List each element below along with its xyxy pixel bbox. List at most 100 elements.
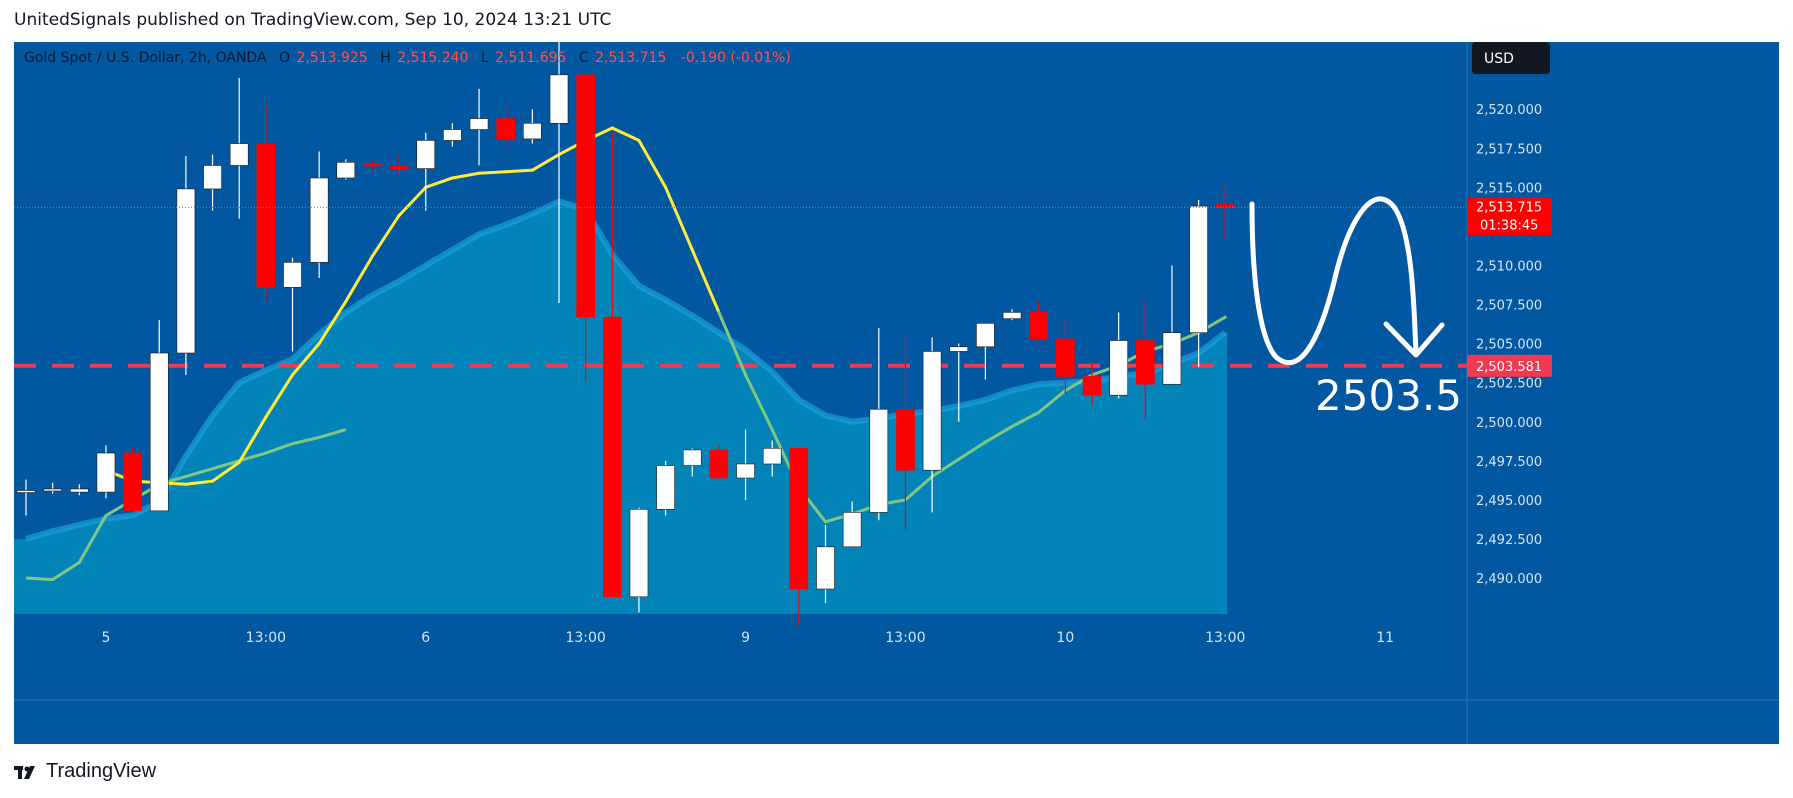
candle-body	[629, 508, 649, 598]
candle[interactable]	[283, 257, 302, 352]
candle-body	[842, 512, 862, 548]
candle[interactable]	[949, 343, 969, 422]
candle[interactable]	[336, 159, 356, 180]
candle-body	[922, 351, 942, 471]
chart-frame[interactable]: 2503.5 Gold Spot / U.S. Dollar, 2h, OAND…	[14, 27, 1779, 744]
candle[interactable]	[1002, 309, 1022, 321]
candle[interactable]	[869, 328, 889, 521]
candle[interactable]	[736, 429, 755, 500]
candle-body	[736, 463, 755, 479]
candle[interactable]	[96, 445, 116, 499]
candle[interactable]	[762, 440, 782, 477]
candle[interactable]	[789, 448, 809, 625]
candle[interactable]	[922, 337, 942, 513]
current-price-badge: 2,513.715 01:38:45	[1467, 197, 1552, 236]
x-tick-label: 11	[1376, 630, 1394, 646]
candle[interactable]	[549, 27, 569, 303]
candle[interactable]	[576, 74, 595, 382]
level-price-badge: 2,503.581	[1467, 354, 1552, 377]
ema-slow-series	[25, 428, 347, 582]
y-tick-label: 2,507.500	[1476, 299, 1542, 314]
ema-fast-segment	[264, 373, 294, 419]
candle[interactable]	[389, 154, 409, 177]
candle[interactable]	[709, 445, 729, 480]
candle[interactable]	[629, 507, 649, 613]
candle[interactable]	[1189, 199, 1208, 368]
candle[interactable]	[842, 501, 862, 548]
candle[interactable]	[602, 132, 622, 598]
projection-drawing[interactable]: 2503.5	[1249, 196, 1462, 420]
candle[interactable]	[123, 448, 142, 512]
candle[interactable]	[1109, 312, 1128, 399]
y-tick-label: 2,517.500	[1476, 142, 1542, 157]
candle-body	[1056, 338, 1075, 377]
candle[interactable]	[1162, 265, 1182, 385]
candle-body	[762, 448, 782, 465]
candle[interactable]	[1056, 320, 1075, 394]
candle-body	[149, 352, 169, 512]
candle[interactable]	[656, 460, 675, 516]
candles[interactable]	[16, 27, 1235, 625]
candle-body	[176, 188, 196, 354]
candle-body	[416, 140, 436, 169]
ema-fast-segment	[477, 170, 508, 175]
candle[interactable]	[976, 323, 995, 380]
footer-brand-text: TradingView	[46, 760, 157, 782]
candle[interactable]	[363, 160, 382, 169]
candle[interactable]	[1029, 301, 1049, 341]
candlestick-chart[interactable]: 2503.5 Gold Spot / U.S. Dollar, 2h, OAND…	[14, 27, 1779, 744]
candle[interactable]	[496, 106, 516, 149]
candle-body	[443, 129, 462, 141]
ema-fast-segment	[211, 460, 241, 483]
candle[interactable]	[16, 479, 36, 516]
y-tick-label: 2,492.500	[1476, 533, 1542, 548]
legend-change: -0.190 (-0.01%)	[681, 50, 791, 66]
target-annotation: 2503.5	[1315, 371, 1462, 420]
ema-fast-segment	[370, 213, 401, 258]
candle[interactable]	[203, 154, 222, 211]
x-tick-label: 9	[741, 630, 750, 646]
candle-body	[709, 449, 729, 479]
x-tick-label: 13:00	[885, 630, 925, 646]
candle-body	[869, 408, 889, 513]
ema-fast-segment	[450, 171, 481, 180]
currency-button[interactable]: USD	[1472, 42, 1550, 74]
price-axis[interactable]: 2,490.000 2,492.500 2,495.000 2,497.500 2,50…	[1476, 103, 1542, 587]
candle[interactable]	[1215, 184, 1235, 239]
candle[interactable]	[682, 448, 702, 477]
legend-symbol: Gold Spot / U.S. Dollar, 2h, OANDA	[24, 50, 267, 66]
publisher-header: UnitedSignals published on TradingView.c…	[14, 10, 612, 30]
y-tick-label: 2,515.000	[1476, 181, 1542, 196]
ema-fast-segment	[664, 185, 694, 252]
candle[interactable]	[229, 77, 249, 219]
candle-body	[123, 452, 142, 512]
candle-body	[203, 165, 222, 190]
candle[interactable]	[816, 524, 835, 604]
ema-fast-segment	[344, 254, 374, 303]
candle-body	[229, 143, 249, 166]
candle[interactable]	[43, 482, 62, 494]
ema-fast-segment	[690, 248, 721, 314]
ema-fast-segment	[184, 479, 215, 486]
candle[interactable]	[469, 88, 489, 166]
candle[interactable]	[69, 484, 89, 496]
time-axis[interactable]: 5 13:00 6 13:00 9 13:00 10 13:00 11	[101, 630, 1394, 646]
candle[interactable]	[256, 101, 276, 300]
y-tick-label: 2,502.500	[1476, 377, 1542, 392]
candle[interactable]	[309, 151, 329, 278]
candle[interactable]	[896, 335, 915, 530]
candle[interactable]	[149, 320, 169, 512]
candle[interactable]	[523, 109, 542, 144]
candle[interactable]	[1136, 299, 1155, 419]
svg-text:2,503.581: 2,503.581	[1476, 360, 1542, 375]
candle[interactable]	[443, 123, 462, 147]
footer-brand[interactable]: TradingView	[14, 760, 156, 783]
candle[interactable]	[416, 132, 436, 211]
candle-body	[1162, 332, 1182, 385]
candle[interactable]	[176, 156, 196, 375]
x-tick-label: 13:00	[246, 630, 286, 646]
candle[interactable]	[1082, 362, 1102, 407]
ema-fast-segment	[530, 153, 561, 172]
candle-body	[896, 408, 915, 471]
candle-body	[16, 490, 36, 493]
